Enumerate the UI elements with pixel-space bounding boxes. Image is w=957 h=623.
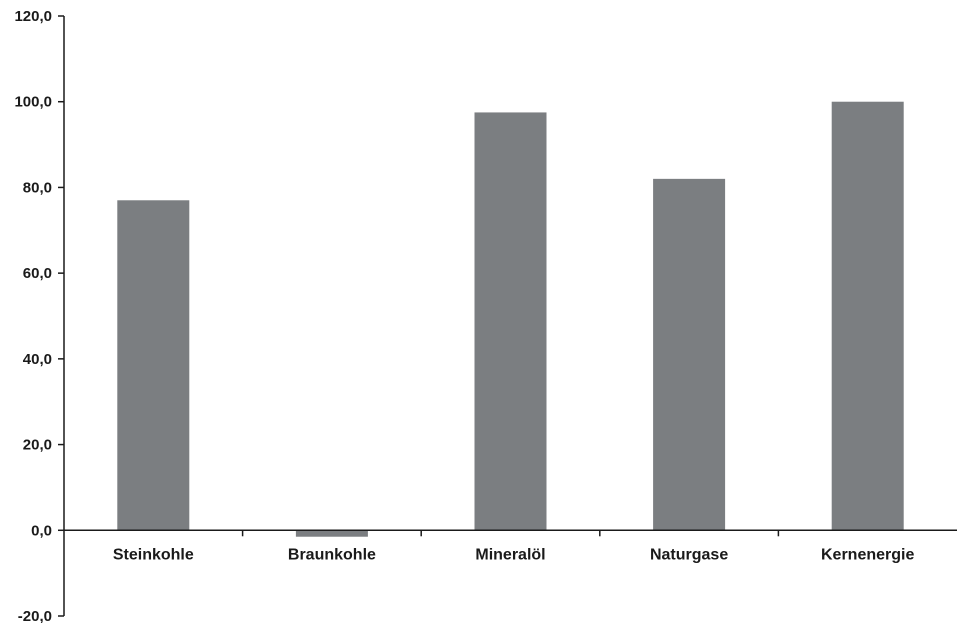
- bar-steinkohle: [117, 200, 190, 531]
- y-tick-label: 100,0: [14, 94, 52, 111]
- x-axis: Steinkohle Braunkohle Mineralöl Naturgase Ke…: [64, 529, 957, 563]
- x-tick-label: Mineralöl: [475, 546, 545, 563]
- x-tick-label: Steinkohle: [113, 546, 194, 563]
- bar-kernenergie: [831, 101, 904, 531]
- y-tick-label: 0,0: [31, 522, 52, 539]
- bar-mineralöl: [474, 112, 547, 531]
- bars: [117, 101, 904, 537]
- x-tick-label: Braunkohle: [288, 546, 376, 563]
- y-tick-label: 120,0: [14, 8, 52, 25]
- y-axis: -20,0 0,0 20,0 40,0 60,0 80,0 100,0 120,0: [14, 8, 65, 623]
- y-tick-label: 40,0: [23, 351, 52, 368]
- y-tick-label: 80,0: [23, 179, 52, 196]
- y-tick-label: 60,0: [23, 265, 52, 282]
- y-tick-label: 20,0: [23, 437, 52, 454]
- x-tick-label: Kernenergie: [821, 546, 914, 563]
- bar-braunkohle: [295, 530, 368, 537]
- x-tick-label: Naturgase: [650, 546, 728, 563]
- bar-naturgase: [653, 178, 726, 531]
- y-tick-label: -20,0: [18, 608, 52, 623]
